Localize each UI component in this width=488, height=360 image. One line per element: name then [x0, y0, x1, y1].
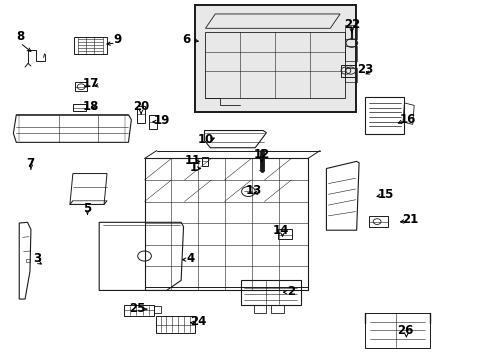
Text: 18: 18 [82, 100, 99, 113]
Bar [194, 5, 355, 112]
Text: 10: 10 [197, 133, 213, 146]
Text: 6: 6 [182, 33, 190, 46]
Text: 25: 25 [129, 302, 145, 315]
Text: 14: 14 [272, 224, 289, 237]
Bar [344, 25, 356, 39]
Text: 9: 9 [113, 33, 122, 46]
Text: 3: 3 [33, 252, 41, 265]
Bar [344, 46, 356, 60]
Text: 15: 15 [377, 188, 393, 201]
Text: 26: 26 [396, 324, 413, 337]
Bar [344, 68, 356, 82]
Text: 2: 2 [286, 285, 294, 298]
Text: 19: 19 [153, 114, 169, 127]
Text: 20: 20 [133, 100, 149, 113]
Text: 4: 4 [186, 252, 195, 265]
Text: 12: 12 [253, 148, 269, 161]
Text: 23: 23 [357, 63, 373, 76]
Text: 8: 8 [16, 30, 24, 43]
Text: 21: 21 [401, 213, 418, 226]
Text: 22: 22 [343, 18, 359, 31]
Text: 7: 7 [26, 157, 34, 170]
Text: 5: 5 [83, 202, 91, 215]
Text: 13: 13 [245, 184, 262, 197]
Text: 1: 1 [189, 161, 197, 174]
Text: 17: 17 [82, 77, 99, 90]
Text: 24: 24 [190, 315, 206, 328]
Text: 16: 16 [399, 113, 415, 126]
Text: 11: 11 [185, 154, 201, 167]
